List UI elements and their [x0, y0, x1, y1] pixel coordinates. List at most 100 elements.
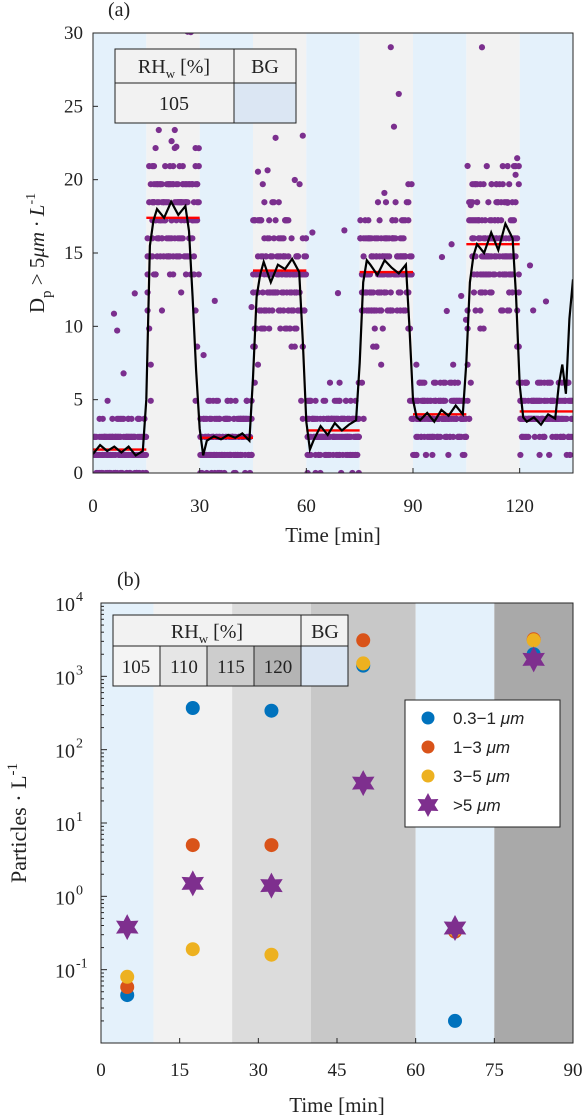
panel-a-count-1203 — [477, 307, 484, 314]
panel-a-count-605 — [285, 217, 292, 224]
panel-a-count-513 — [254, 361, 262, 368]
panel-a-table-header-rh: RHw [%] — [138, 56, 210, 81]
panel-a-count-119 — [128, 415, 135, 422]
panel-b-table-header-rh: RHw [%] — [171, 621, 243, 646]
series-0-point-4 — [448, 1013, 462, 1028]
panel-a-count-1094 — [442, 379, 449, 386]
panel-a-ytick-label-0: 0 — [74, 463, 84, 484]
panel-a-count-658 — [302, 271, 310, 278]
panel-a-count-1320 — [514, 155, 521, 162]
panel-a-count-377 — [211, 297, 218, 304]
panel-a-count-545 — [266, 217, 273, 224]
panel-a-count-523 — [258, 217, 265, 224]
series-2-point-1 — [185, 942, 200, 957]
panel-b-xtick-label-2: 30 — [249, 1060, 268, 1081]
panel-b-points — [116, 632, 545, 1028]
panel-a-xtick-label-3: 90 — [404, 496, 423, 517]
panel-a-count-1191 — [474, 199, 481, 206]
panel-a-count-165 — [144, 235, 151, 242]
panel-a-count-641 — [298, 397, 305, 404]
legend-marker-0 — [421, 711, 435, 725]
panel-a-count-1292 — [504, 199, 511, 206]
panel-a-count-1219 — [482, 289, 489, 296]
panel-a-count-566 — [272, 217, 279, 224]
panel-a-count-935 — [390, 123, 398, 130]
panel-a-count-1408 — [542, 298, 550, 305]
panel-b-xtick-label-6: 90 — [564, 1060, 583, 1081]
panel-a-label: (a) — [108, 0, 130, 21]
panel-a-ytick-label-5: 25 — [64, 96, 83, 117]
panel-a-count-212 — [158, 307, 166, 314]
panel-a-count-887 — [376, 217, 383, 224]
panel-a-count-559 — [270, 199, 278, 206]
panel-a-count-832 — [358, 379, 366, 386]
panel-a-count-908 — [381, 189, 388, 197]
panel-a-count-267 — [176, 253, 183, 260]
panel-a-count-955 — [397, 289, 404, 296]
panel-a-count-176 — [147, 361, 154, 368]
panel-a-count-1405 — [541, 433, 548, 440]
panel-a-ticks: 0 30 60 90 120 0 5 10 15 20 25 30 — [64, 23, 534, 517]
panel-a-count-1212 — [480, 181, 487, 188]
panel-a-table-header-bg: BG — [251, 56, 279, 78]
panel-a-count-279 — [179, 235, 186, 242]
panel-a-count-162 — [142, 469, 150, 473]
panel-b-ytick-exp-2: 1 — [76, 810, 83, 825]
panel-a-count-893 — [378, 361, 385, 368]
panel-a-count-942 — [392, 235, 399, 242]
panel-a-count-534 — [261, 325, 268, 332]
panel-b-ytick-label-1: 10 — [55, 887, 75, 909]
panel-b-label: (b) — [117, 569, 140, 591]
panel-a-count-548 — [266, 325, 273, 332]
panel-a-count-398 — [216, 415, 223, 422]
panel-a-shade-6 — [413, 33, 467, 473]
panel-a-count-1418 — [546, 451, 553, 459]
panel-a-count-258 — [173, 143, 180, 150]
panel-a-count-328 — [195, 271, 202, 278]
panel-a-count-1120 — [450, 433, 457, 440]
panel-a-count-71 — [114, 327, 121, 334]
panel-a-count-1080 — [437, 433, 444, 440]
panel-a-count-344 — [200, 351, 207, 359]
panel-a-count-993 — [408, 253, 415, 260]
panel-a-count-678 — [309, 229, 316, 236]
panel-a-xtick-label-0: 0 — [88, 496, 98, 517]
panel-a-count-878 — [373, 343, 380, 350]
panel-a-count-1096 — [442, 397, 449, 404]
panel-b-ylabel: Particles · L-1 — [5, 763, 31, 883]
panel-b-xtick-label-4: 60 — [406, 1060, 425, 1081]
legend-marker-2 — [421, 769, 435, 783]
panel-a-count-1373 — [530, 307, 537, 314]
panel-a-count-659 — [302, 253, 310, 260]
panel-a-count-657 — [302, 235, 310, 242]
panel-a-count-243 — [168, 138, 175, 145]
panel-a-count-1483 — [566, 451, 573, 459]
panel-a-count-564 — [272, 134, 279, 141]
panel-a-count-1388 — [536, 451, 543, 459]
panel-a-count-579 — [277, 325, 284, 332]
panel-a-count-289 — [182, 271, 190, 278]
panel-a-count-329 — [195, 199, 202, 206]
panel-a-count-1378 — [531, 433, 538, 440]
panel-a-count-951 — [395, 90, 402, 98]
panel-a-count-883 — [374, 199, 382, 206]
legend-marker-3 — [417, 793, 439, 817]
series-1-point-3 — [356, 633, 371, 648]
panel-a-count-449 — [232, 469, 239, 473]
legend-marker-1 — [421, 740, 435, 754]
panel-a-count-1327 — [515, 289, 522, 296]
panel-a-count-223 — [162, 163, 169, 170]
panel-a-count-1206 — [478, 44, 486, 51]
panel-a-xtick-label-2: 60 — [297, 496, 316, 517]
panel-a-count-1318 — [512, 171, 519, 178]
panel-a-count-424 — [226, 415, 233, 422]
panel-a-count-795 — [347, 397, 354, 404]
panel-a-count-263 — [174, 181, 182, 188]
panel-a-count-554 — [269, 253, 276, 260]
panel-a-count-60 — [110, 310, 118, 317]
panel-a-count-636 — [294, 253, 302, 260]
panel-a-count-922 — [386, 253, 393, 260]
panel-a-count-560 — [270, 235, 278, 242]
series-1-point-0 — [120, 980, 135, 995]
